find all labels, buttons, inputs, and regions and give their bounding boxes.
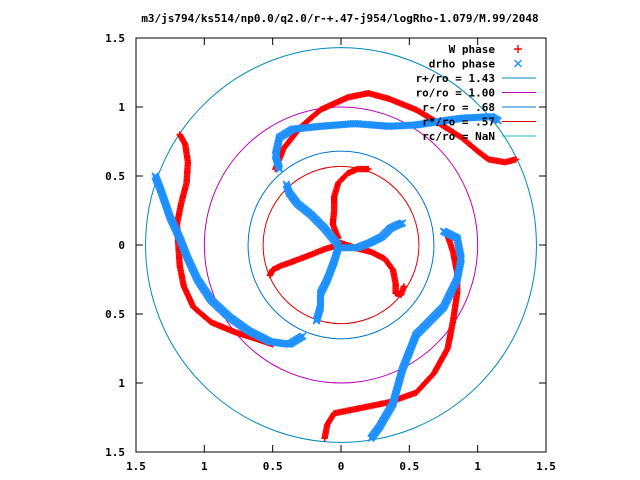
data-point-0-4-58 [365,165,372,173]
legend-label-0: W phase [449,43,496,56]
x-tick-label-5: 1 [474,460,481,473]
legend-label-2: r+/ro = 1.43 [416,72,495,85]
radius-circle-1 [203,106,479,384]
y-tick-label-6: 1.5 [105,32,125,45]
data-point-0-3-65 [400,283,408,290]
radius-circle-0 [145,47,537,443]
data-point-1-3-50 [282,180,291,189]
data-point-0-2-175 [321,435,328,442]
data-series [151,90,520,442]
x-tick-label-6: 1.5 [536,460,556,473]
legend-label-1: drho phase [429,58,496,71]
y-tick-label-5: 1 [118,101,125,114]
y-tick-label-2: 0.5 [105,308,125,321]
legend-label-3: ro/ro = 1.00 [416,87,495,100]
data-point-0-5-47 [266,272,274,279]
radius-circle-2 [247,150,435,340]
legend-label-5: r*/ro = .57 [422,116,495,129]
data-point-1-5-49 [312,317,321,325]
x-tick-label-1: 1 [201,460,208,473]
legend-marker-1 [514,59,522,68]
x-tick-label-3: 0 [338,460,345,473]
x-tick-label-0: 1.5 [126,460,146,473]
x-tick-label-4: 0.5 [399,460,419,473]
data-point-1-4-43 [398,219,407,227]
data-point-1-2-150 [367,434,375,442]
y-tick-label-0: 1.5 [105,446,125,459]
y-tick-label-4: 0.5 [105,170,125,183]
data-point-1-1-159 [494,117,502,125]
series-1 [151,112,502,442]
y-tick-label-3: 0 [118,239,125,252]
data-point-1-0-152 [298,332,307,340]
y-tick-label-1: 1 [118,377,125,390]
axis-ticks: 1.5 1 0.5 0 0.5 1 1.51.510.500.511.5 [105,32,556,473]
x-tick-label-2: 0.5 [263,460,283,473]
chart-title: m3/js794/ks514/np0.0/q2.0/r-+.47-j954/lo… [141,12,538,25]
data-point-0-1-183 [512,156,520,163]
radius-circle-3 [262,165,420,325]
radius-circles [145,47,537,443]
legend-label-6: rc/ro = NaN [422,130,495,143]
legend-label-4: r-/ro = .68 [422,101,495,114]
legend-marker-0 [514,45,522,53]
